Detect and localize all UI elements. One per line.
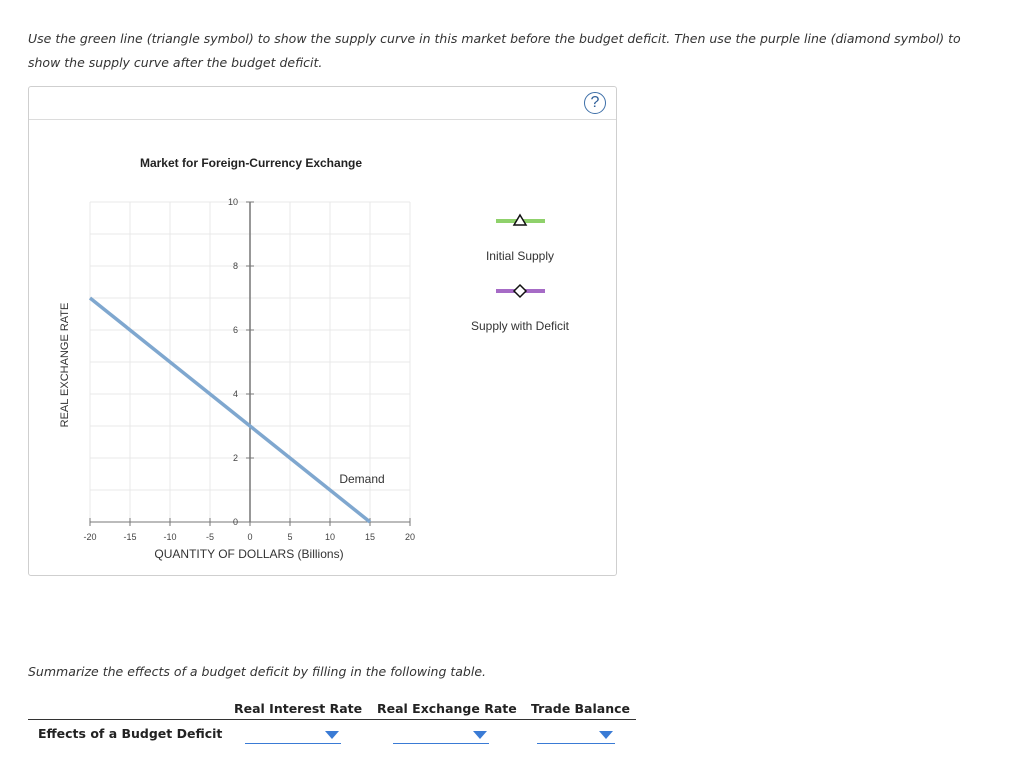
col-header-trade-balance: Trade Balance: [531, 701, 630, 716]
y-tick-label: 6: [233, 325, 238, 335]
chart-title: Market for Foreign-Currency Exchange: [140, 156, 362, 170]
col-header-real-exchange-rate: Real Exchange Rate: [377, 701, 517, 716]
supply-with-deficit-label: Supply with Deficit: [470, 319, 570, 333]
supply-with-deficit-tool[interactable]: [496, 283, 545, 299]
chevron-down-icon: [325, 731, 339, 739]
real-interest-rate-dropdown[interactable]: [245, 727, 341, 744]
x-tick-label: 20: [405, 532, 415, 542]
instructions-text: Use the green line (triangle symbol) to …: [28, 31, 961, 70]
x-tick-label: 10: [325, 532, 335, 542]
x-tick-label: -15: [123, 532, 136, 542]
panel-divider: [29, 119, 616, 120]
trade-balance-dropdown[interactable]: [537, 727, 615, 744]
initial-supply-tool[interactable]: [496, 213, 545, 226]
help-button[interactable]: ?: [584, 92, 606, 114]
y-tick-label: 8: [233, 261, 238, 271]
real-exchange-rate-dropdown[interactable]: [393, 727, 489, 744]
y-axis-label: REAL EXCHANGE RATE: [59, 303, 71, 428]
row-label-budget-deficit: Effects of a Budget Deficit: [38, 726, 223, 741]
y-tick-label: 4: [233, 389, 238, 399]
chevron-down-icon: [473, 731, 487, 739]
x-tick-label: 5: [287, 532, 292, 542]
x-tick-label: -20: [83, 532, 96, 542]
x-tick-label: 0: [247, 532, 252, 542]
x-tick-label: -10: [163, 532, 176, 542]
y-tick-label: 2: [233, 453, 238, 463]
demand-curve: [88, 296, 372, 524]
table-header-rule: [28, 719, 636, 720]
demand-curve-label: Demand: [339, 472, 384, 486]
chevron-down-icon: [599, 731, 613, 739]
supply-demand-chart[interactable]: -20 -15 -10 -5 0 5 10 15 20 0 2 4 6 8 10 Market for Fo…: [29, 87, 616, 575]
x-tick-label: -5: [206, 532, 214, 542]
x-tick-label: 15: [365, 532, 375, 542]
y-tick-label: 0: [233, 517, 238, 527]
chart-axes: -20 -15 -10 -5 0 5 10 15 20 0 2 4 6 8 10: [83, 197, 415, 542]
graph-panel: ? -20 -15 -10 -5 0 5 10 15 20 0 2 4 6 8 10 Market for …: [28, 86, 617, 576]
summary-instructions: Summarize the effects of a budget defici…: [28, 664, 487, 679]
y-tick-label: 10: [228, 197, 238, 207]
triangle-symbol-icon: [512, 213, 528, 226]
chart-series[interactable]: [88, 296, 372, 524]
x-axis-label: QUANTITY OF DOLLARS (Billions): [154, 547, 343, 561]
diamond-symbol-icon: [512, 283, 528, 299]
col-header-real-interest-rate: Real Interest Rate: [234, 701, 363, 716]
initial-supply-label: Initial Supply: [485, 249, 555, 263]
